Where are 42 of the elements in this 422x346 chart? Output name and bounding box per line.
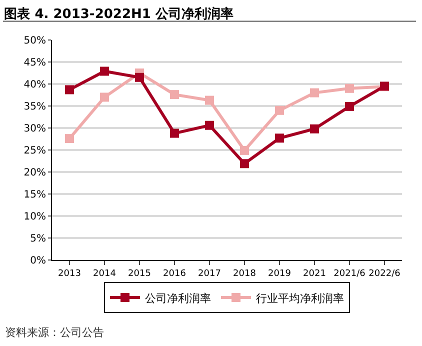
y-tick-label: 5% — [30, 234, 46, 244]
y-tick-label: 20% — [24, 168, 46, 178]
y-tick-label: 30% — [24, 124, 46, 134]
x-tick-label: 2022/6 — [368, 268, 401, 279]
point — [310, 88, 319, 98]
point — [240, 159, 249, 168]
point — [100, 92, 109, 102]
x-tick-label: 2018 — [233, 268, 256, 279]
y-tick-label: 40% — [24, 80, 46, 90]
point — [100, 66, 109, 76]
point — [65, 85, 74, 94]
x-tick-label: 2015 — [128, 268, 151, 279]
point — [65, 134, 74, 144]
y-tick-label: 10% — [24, 212, 46, 222]
y-tick-label: 45% — [24, 58, 46, 68]
point — [205, 120, 214, 130]
x-tick-label: 2017 — [198, 268, 221, 279]
y-tick-label: 15% — [24, 190, 46, 200]
point — [170, 90, 179, 100]
y-tick-label: 0% — [30, 256, 46, 266]
y-tick-label: 35% — [24, 102, 46, 112]
x-tick-label: 2019 — [268, 268, 292, 279]
point — [310, 124, 319, 134]
legend-label: 公司净利润率 — [145, 292, 211, 305]
x-tick-label: 2014 — [93, 268, 116, 279]
x-tick-label: 2016 — [163, 268, 186, 279]
x-tick-label: 2021 — [303, 268, 326, 279]
chart-title: 图表 4. 2013-2022H1 公司净利润率 — [4, 6, 234, 22]
x-tick-label: 2021/6 — [334, 268, 366, 279]
point — [205, 96, 214, 105]
legend-label: 行业平均净利润率 — [256, 292, 344, 305]
point — [275, 106, 284, 115]
y-tick-label: 25% — [24, 146, 46, 156]
point — [345, 102, 354, 111]
text: 资料来源：公司公告 — [5, 326, 104, 339]
y-tick-label: 50% — [24, 36, 46, 46]
point — [275, 134, 284, 143]
point — [170, 128, 179, 138]
point — [345, 84, 354, 93]
point — [240, 146, 249, 155]
x-tick-label: 2013 — [58, 268, 81, 279]
point — [135, 72, 144, 82]
